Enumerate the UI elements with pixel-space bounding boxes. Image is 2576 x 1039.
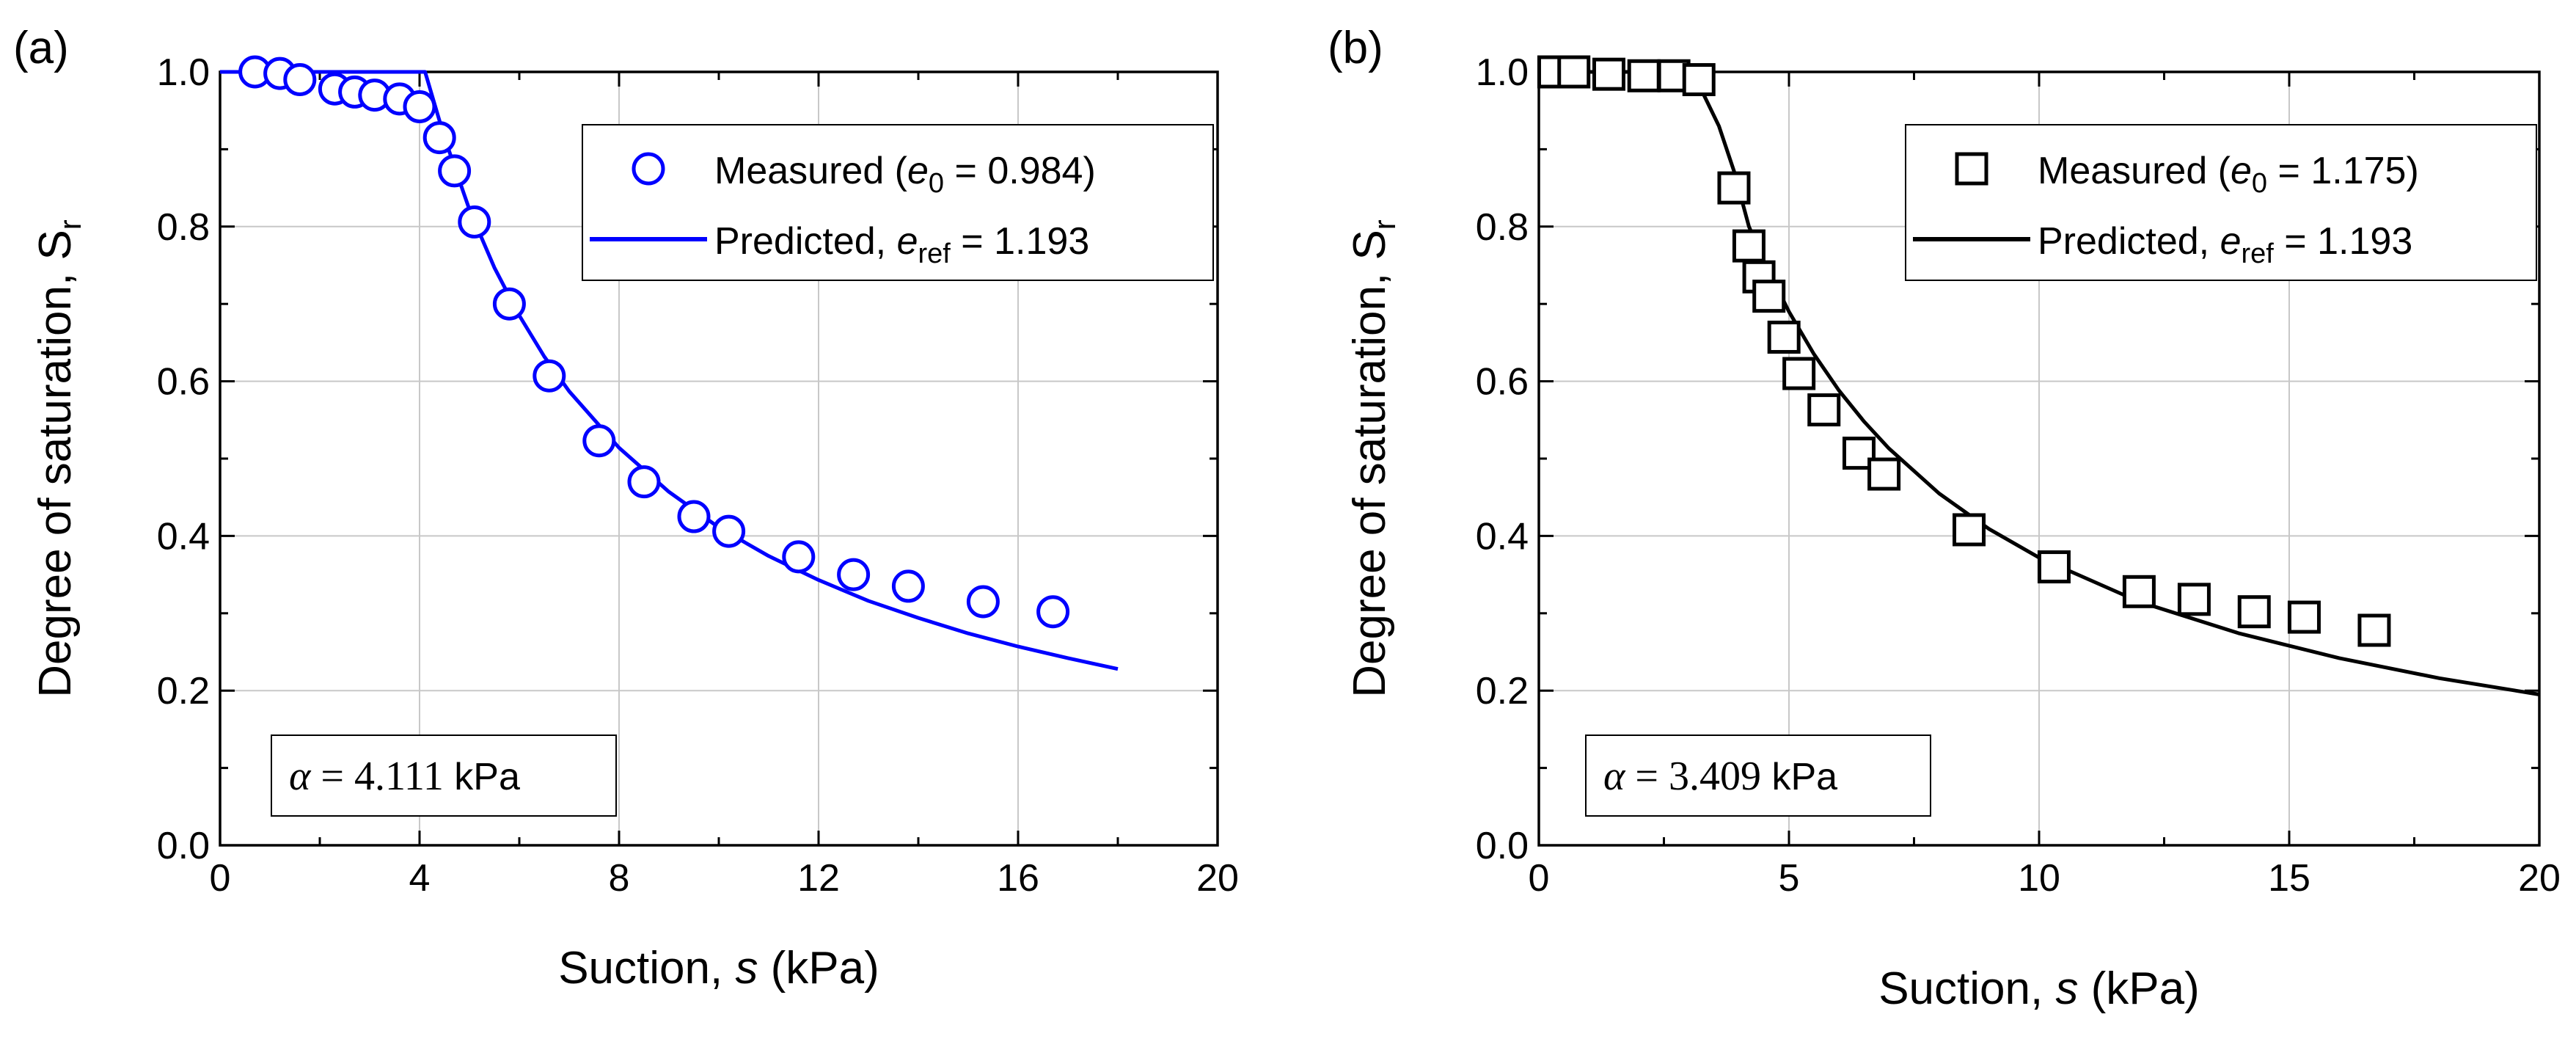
x-axis-title: Suction, s (kPa): [1878, 963, 2200, 1014]
y-tick-label: 0.8: [157, 206, 210, 249]
measured-point: [403, 90, 436, 123]
measured-point: [891, 569, 925, 603]
legend-label-measured: Measured (e0 = 1.175): [2038, 150, 2419, 199]
measured-point: [782, 540, 816, 574]
y-tick-label: 1.0: [1476, 51, 1529, 94]
legend-label-predicted: Predicted, eref = 1.193: [2038, 220, 2412, 269]
panel-label: (a): [13, 23, 69, 73]
measured-point: [837, 558, 871, 591]
annotation-box: [271, 734, 617, 817]
y-tick-label: 0.4: [1476, 515, 1529, 558]
measured-point: [1557, 55, 1591, 89]
measured-point: [627, 465, 661, 499]
legend-box: [1905, 124, 2537, 281]
measured-point: [712, 514, 746, 548]
x-tick-label: 16: [997, 857, 1039, 900]
x-tick-label: 0: [1529, 857, 1550, 900]
legend-marker-measured: [632, 152, 665, 186]
y-axis-title: Degree of saturation, Sr: [30, 219, 87, 698]
y-tick-label: 0.4: [157, 515, 210, 558]
measured-point: [1036, 595, 1070, 629]
legend-marker-measured: [1955, 152, 1988, 186]
alpha-annotation: α = 3.409 kPa: [1585, 734, 1931, 817]
y-tick-label: 0.6: [157, 361, 210, 404]
chart-panel-a: (a) 0 4 8 12 16 20 0.0 0.2 0.4 0.6 0.8 1.0 Suction, s…: [13, 23, 1239, 994]
measured-point: [2287, 600, 2321, 634]
legend: Measured (e0 = 0.984) Predicted, eref = 1…: [582, 124, 1214, 281]
measured-point: [1807, 393, 1841, 427]
measured-point: [2237, 595, 2271, 629]
measured-point: [422, 121, 456, 155]
measured-point: [1592, 57, 1625, 91]
measured-point: [582, 424, 616, 458]
x-tick-label: 10: [2018, 857, 2060, 900]
y-tick-label: 0.6: [1476, 361, 1529, 404]
measured-point: [2177, 583, 2211, 616]
x-tick-label: 15: [2268, 857, 2310, 900]
measured-point: [458, 205, 491, 238]
x-tick-label: 20: [2518, 857, 2561, 900]
y-tick-label: 0.8: [1476, 206, 1529, 249]
y-tick-label: 0.2: [157, 670, 210, 712]
measured-point: [1767, 321, 1801, 354]
measured-point: [1627, 59, 1661, 92]
y-tick-label: 1.0: [157, 51, 210, 94]
alpha-annotation: α = 4.111 kPa: [271, 734, 617, 817]
x-tick-label: 20: [1196, 857, 1239, 900]
y-tick-label: 0.2: [1476, 670, 1529, 712]
measured-point: [2357, 613, 2391, 647]
legend-label-measured: Measured (e0 = 0.984): [714, 150, 1096, 199]
legend: Measured (e0 = 1.175) Predicted, eref = 1…: [1905, 124, 2537, 281]
x-tick-label: 8: [609, 857, 630, 900]
measured-point: [2122, 575, 2156, 608]
y-tick-label: 0.0: [157, 825, 210, 867]
annotation-text: α = 3.409 kPa: [1603, 754, 1837, 799]
legend-box: [582, 124, 1214, 281]
x-tick-label: 12: [797, 857, 840, 900]
x-tick-label: 5: [1779, 857, 1800, 900]
chart-panel-b: (b) 0 5 10 15 20 0.0 0.2 0.4 0.6 0.8 1.0 Suction, s …: [1328, 23, 2561, 1014]
x-axis-title: Suction, s (kPa): [558, 943, 879, 994]
measured-point: [1682, 63, 1716, 97]
y-axis-title: Degree of saturation, Sr: [1344, 219, 1402, 698]
measured-point: [1732, 229, 1765, 263]
measured-point: [492, 287, 526, 321]
measured-point: [533, 359, 566, 393]
predicted-curve: [220, 70, 1119, 671]
y-tick-label: 0.0: [1476, 825, 1529, 867]
annotation-box: [1585, 734, 1931, 817]
measured-point: [677, 500, 711, 533]
measured-point: [1867, 457, 1901, 491]
legend-label-predicted: Predicted, eref = 1.193: [714, 220, 1089, 269]
measured-point: [283, 63, 317, 97]
measured-point: [966, 585, 1000, 619]
measured-point: [1752, 280, 1786, 313]
x-tick-label: 4: [409, 857, 431, 900]
measured-point: [2037, 550, 2071, 584]
measured-point: [1717, 171, 1751, 205]
annotation-text: α = 4.111 kPa: [289, 754, 520, 799]
measured-point: [438, 154, 472, 188]
measured-point: [1782, 357, 1816, 390]
panel-label: (b): [1328, 23, 1383, 73]
measured-point: [1953, 513, 1986, 547]
x-tick-label: 0: [210, 857, 231, 900]
